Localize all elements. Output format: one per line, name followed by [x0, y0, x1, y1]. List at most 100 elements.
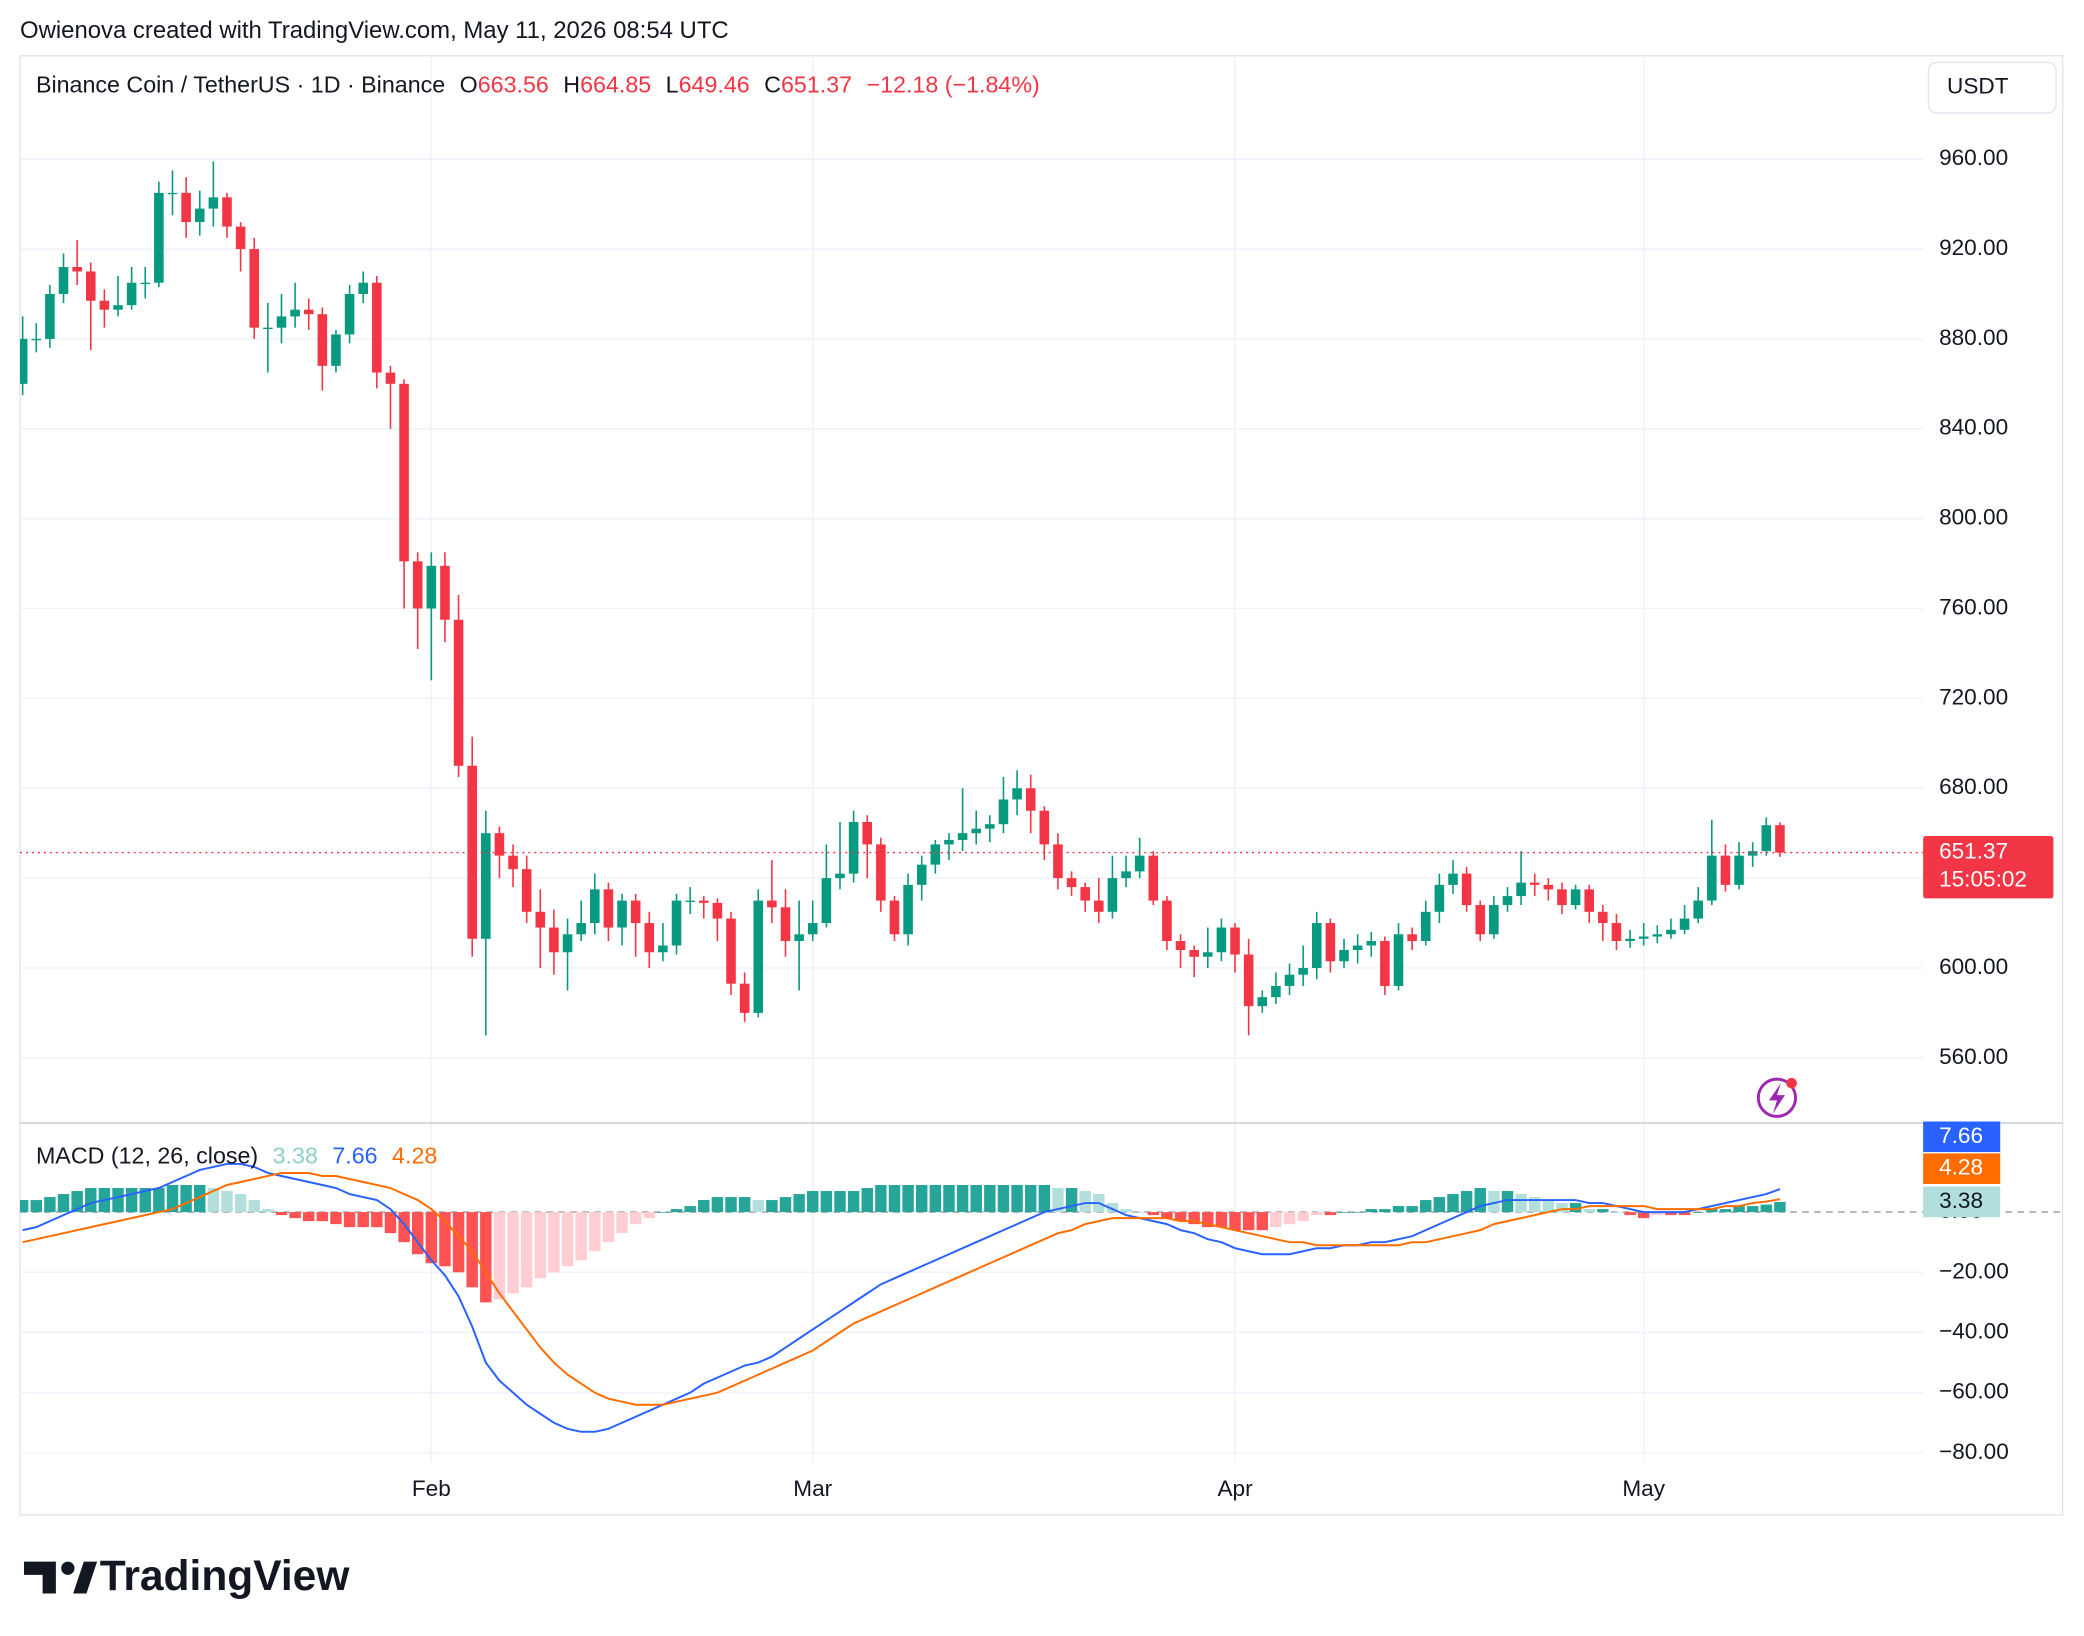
y-tick-label: 960.00	[1939, 145, 2008, 170]
histogram-bar	[1215, 1212, 1228, 1228]
candle-body	[1720, 855, 1731, 885]
histogram-bar	[602, 1212, 615, 1243]
value-tag-label: 3.38	[1939, 1188, 1983, 1213]
currency-label[interactable]: USDT	[1947, 74, 2009, 99]
histogram-bar	[861, 1188, 873, 1213]
histogram-bar	[643, 1212, 655, 1219]
histogram-bar	[616, 1212, 628, 1234]
histogram-bar	[1242, 1212, 1255, 1231]
logo-slash	[73, 1561, 98, 1594]
candle-body	[1189, 950, 1199, 957]
histogram-bar	[30, 1200, 42, 1213]
candle-body	[99, 300, 110, 310]
candle-body	[807, 923, 818, 935]
logo-mark	[23, 1561, 56, 1594]
histogram-bar	[670, 1209, 683, 1213]
histogram-bar	[902, 1185, 914, 1213]
histogram-bar	[112, 1188, 124, 1213]
histogram-bar	[1597, 1209, 1609, 1213]
candle-body	[426, 565, 437, 609]
candle-body	[467, 765, 477, 939]
candle-body	[1025, 788, 1036, 811]
alert-dot[interactable]	[1786, 1077, 1797, 1089]
candle-body	[276, 316, 287, 328]
candle-body	[249, 249, 260, 328]
histogram-bar	[1024, 1185, 1037, 1213]
last-price-label: 651.37	[1939, 839, 2008, 864]
currency-box[interactable]	[1927, 61, 2057, 114]
candle-body	[562, 934, 573, 953]
histogram-bar	[357, 1212, 369, 1228]
footer-brand: TradingView	[100, 1553, 351, 1600]
candle-body	[576, 923, 586, 935]
candle-body	[1543, 884, 1554, 890]
histogram-bar	[1515, 1194, 1527, 1213]
candle-body	[1679, 918, 1690, 930]
symbol-title: Binance Coin / TetherUS · 1D · Binance	[36, 72, 445, 98]
candle-body	[1230, 927, 1240, 955]
candle-body	[1475, 905, 1486, 935]
candle-body	[19, 338, 28, 384]
histogram-bar	[984, 1185, 996, 1213]
histogram-bar	[330, 1212, 342, 1225]
histogram-bar	[1610, 1212, 1623, 1213]
histogram-bar	[1011, 1185, 1023, 1213]
histogram-bar	[561, 1212, 574, 1267]
candle-body	[1407, 934, 1417, 942]
axes: FebMarAprMay560.00600.00640.00680.00720.…	[412, 145, 2054, 1501]
candle-body	[916, 864, 927, 885]
candle-body	[1134, 855, 1145, 872]
histogram-bar	[847, 1191, 860, 1213]
histogram-bar	[1106, 1203, 1119, 1213]
candle-body	[1380, 941, 1390, 986]
histogram-bar	[793, 1194, 805, 1213]
candle-body	[1434, 884, 1445, 912]
candle-body	[331, 334, 341, 366]
histogram-bar	[1256, 1212, 1268, 1231]
candle-body	[739, 983, 750, 1013]
footer-logo: TradingView	[23, 1553, 351, 1600]
candle-body	[1148, 855, 1159, 901]
candle-body	[1448, 873, 1458, 885]
candle-body	[1243, 954, 1254, 1007]
candle-body	[685, 900, 695, 902]
histogram-bar	[1379, 1209, 1391, 1213]
candle-body	[344, 293, 355, 335]
histogram-bar	[725, 1197, 737, 1213]
candle-body	[1734, 855, 1744, 885]
alert-ring[interactable]	[1756, 1077, 1798, 1118]
candle-body	[1107, 878, 1118, 912]
candle-body	[630, 900, 641, 924]
y-tick-label: 880.00	[1939, 325, 2008, 350]
histogram-bar	[534, 1212, 547, 1279]
histogram-bar	[875, 1185, 887, 1213]
watermark: Owienova created with TradingView.com, M…	[20, 17, 729, 44]
histogram-bar	[1270, 1212, 1282, 1228]
candle-body	[412, 561, 423, 609]
candle-body	[1012, 788, 1022, 800]
close-label: C	[764, 72, 781, 98]
value-tag-label: 7.66	[1939, 1123, 1983, 1148]
candle-body	[399, 383, 409, 562]
histogram-bar	[180, 1185, 192, 1213]
alert-icon[interactable]	[1756, 1077, 1798, 1118]
candle-body	[1502, 896, 1513, 906]
histogram-bar	[1365, 1209, 1377, 1213]
y-tick-label: −80.00	[1939, 1439, 2009, 1464]
candle-body	[31, 338, 42, 341]
candle-body	[985, 824, 995, 829]
candle-body	[1203, 952, 1213, 957]
histogram-bar	[698, 1200, 710, 1213]
histogram-bar	[970, 1185, 982, 1213]
currency-button[interactable]: USDT	[1927, 61, 2057, 114]
histogram-bar	[425, 1212, 438, 1264]
alert-bolt[interactable]	[1768, 1083, 1785, 1114]
histogram-bar	[139, 1188, 151, 1213]
histogram-bar	[738, 1197, 751, 1213]
histogram-bar	[493, 1212, 506, 1300]
open-label: O	[460, 72, 478, 98]
histogram-bar	[1651, 1212, 1664, 1216]
candle-body	[317, 314, 328, 366]
candle-body	[1529, 882, 1540, 885]
macd-title: MACD (12, 26, close)	[36, 1143, 258, 1169]
